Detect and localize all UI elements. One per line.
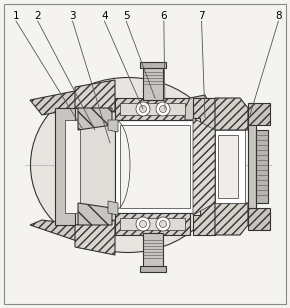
Polygon shape [193, 118, 215, 215]
Text: 7: 7 [198, 11, 205, 21]
Circle shape [156, 217, 170, 231]
Bar [215, 130, 245, 203]
Circle shape [160, 221, 166, 228]
Circle shape [139, 106, 146, 112]
Bar [115, 120, 195, 213]
Text: 5: 5 [123, 11, 129, 21]
Bar [248, 103, 270, 125]
Polygon shape [30, 90, 80, 115]
Bar [75, 108, 115, 225]
Circle shape [136, 217, 150, 231]
Bar [248, 125, 256, 208]
Bar [143, 65, 163, 100]
Text: 2: 2 [35, 11, 41, 21]
Ellipse shape [30, 78, 226, 253]
Polygon shape [185, 95, 210, 120]
Bar [20, 25, 270, 290]
Polygon shape [108, 201, 118, 215]
Polygon shape [215, 98, 248, 130]
Polygon shape [108, 120, 118, 132]
Polygon shape [75, 220, 115, 255]
Bar [120, 218, 185, 230]
Polygon shape [30, 220, 80, 242]
Bar [140, 62, 166, 68]
Circle shape [136, 102, 150, 116]
Bar [140, 266, 166, 272]
Bar [218, 135, 238, 198]
Circle shape [160, 106, 166, 112]
Polygon shape [215, 203, 248, 235]
Text: 3: 3 [69, 11, 76, 21]
Polygon shape [75, 80, 115, 112]
Bar [115, 213, 190, 235]
Bar [248, 208, 270, 230]
Bar [65, 120, 80, 213]
Polygon shape [193, 98, 215, 235]
Text: 6: 6 [161, 11, 167, 21]
Bar [120, 125, 190, 208]
Bar [115, 98, 190, 120]
Text: 8: 8 [275, 11, 282, 21]
Text: 1: 1 [13, 11, 19, 21]
Bar [256, 130, 268, 203]
Circle shape [156, 102, 170, 116]
Bar [55, 108, 85, 225]
Bar [143, 233, 163, 268]
Polygon shape [78, 203, 112, 225]
Circle shape [139, 221, 146, 228]
Polygon shape [78, 108, 112, 130]
Bar [120, 103, 185, 115]
Text: 4: 4 [101, 11, 108, 21]
